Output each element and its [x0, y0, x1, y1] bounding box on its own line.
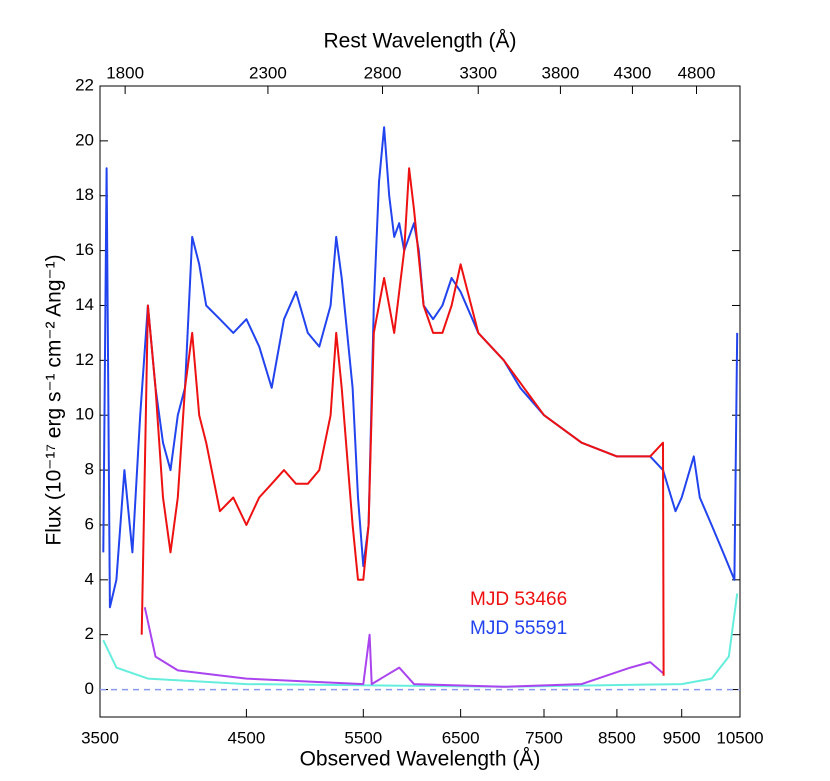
- y-tick-label: 10: [75, 405, 94, 424]
- x-axis-title: Observed Wavelength (Å): [300, 748, 541, 771]
- y-tick-label: 22: [75, 75, 94, 94]
- x-tick-label: 3500: [81, 728, 119, 747]
- y-tick-label: 20: [75, 130, 94, 149]
- y-tick-label: 0: [85, 679, 94, 698]
- x-tick-label: 6500: [442, 728, 480, 747]
- x-tick-label: 4500: [227, 728, 265, 747]
- x-tick-label: 8500: [598, 728, 636, 747]
- y-axis-title: Flux (10⁻¹⁷ erg s⁻¹ cm⁻² Ang⁻¹): [43, 254, 66, 545]
- y-tick-label: 8: [85, 460, 94, 479]
- x2-axis-title: Rest Wavelength (Å): [324, 30, 517, 53]
- x2-tick-label: 4300: [614, 63, 652, 82]
- legend-entry: MJD 53466: [470, 589, 567, 610]
- x2-tick-label: 3300: [459, 63, 497, 82]
- spectrum-line: [102, 126, 739, 609]
- x2-tick-label: 2800: [364, 63, 402, 82]
- y-tick-label: 14: [75, 295, 94, 314]
- x-tick-label: 10500: [716, 728, 763, 747]
- x2-tick-label: 4800: [678, 63, 716, 82]
- spectrum-line: [140, 167, 665, 676]
- plot-frame: [99, 85, 741, 718]
- y-tick-label: 2: [85, 624, 94, 643]
- y-tick-label: 6: [85, 514, 94, 533]
- y-tick-label: 18: [75, 185, 94, 204]
- x2-tick-label: 1800: [106, 63, 144, 82]
- x-tick-label: 7500: [525, 728, 563, 747]
- y-tick-label: 12: [75, 350, 94, 369]
- x-tick-label: 5500: [344, 728, 382, 747]
- y-tick-label: 4: [85, 569, 94, 588]
- spectrum-line: [143, 607, 664, 688]
- x2-tick-label: 2300: [249, 63, 287, 82]
- y-tick-label: 16: [75, 240, 94, 259]
- x-tick-label: 9500: [663, 728, 701, 747]
- legend-entry: MJD 55591: [470, 618, 567, 639]
- x2-tick-label: 3800: [542, 63, 580, 82]
